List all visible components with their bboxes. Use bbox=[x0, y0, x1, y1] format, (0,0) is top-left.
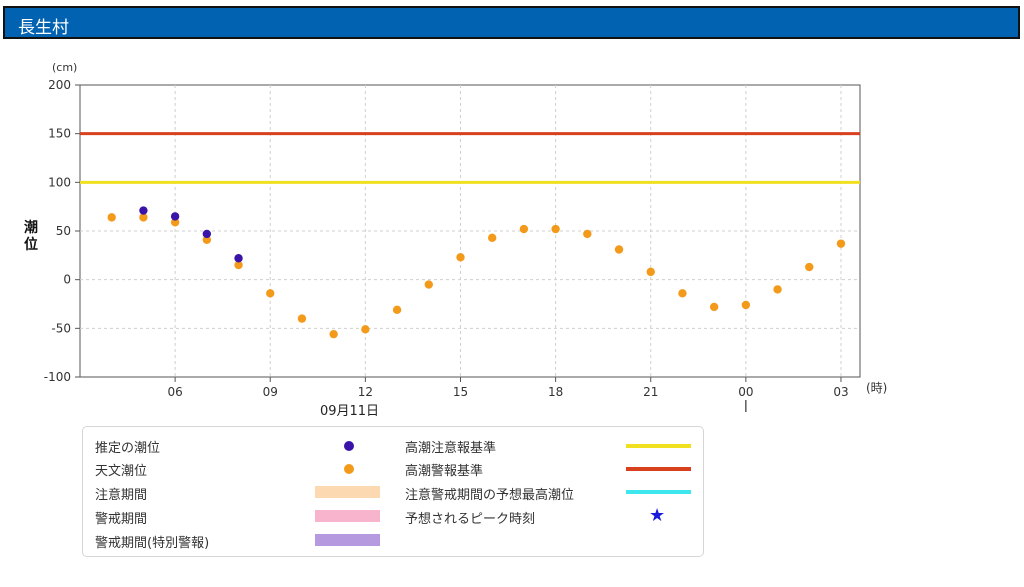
y-tick-label: 0 bbox=[63, 273, 71, 287]
astronomical-tide-point bbox=[709, 302, 719, 312]
legend-swatch-caution-period bbox=[315, 486, 380, 498]
y-tick-label: -50 bbox=[51, 321, 71, 335]
star-icon: ★ bbox=[649, 505, 666, 526]
legend-line-warning-standard bbox=[626, 467, 691, 471]
y-tick-label: 200 bbox=[48, 78, 71, 92]
astronomical-tide-point bbox=[139, 213, 148, 222]
astronomical-tide-point bbox=[487, 233, 497, 243]
legend-label-warning-period: 警戒期間 bbox=[95, 512, 148, 527]
y-tick-label: 100 bbox=[48, 175, 71, 189]
legend-marker-estimated bbox=[344, 441, 354, 451]
x-tick-label: 15 bbox=[453, 385, 468, 399]
legend-label-warning-standard: 高潮警報基準 bbox=[405, 464, 484, 479]
legend-swatch-special-warning-period bbox=[315, 534, 380, 546]
astronomical-tide-point bbox=[266, 289, 275, 298]
legend-label-advisory-standard: 高潮注意報基準 bbox=[405, 441, 497, 456]
astronomical-tide-point bbox=[107, 213, 116, 222]
astronomical-tide-point bbox=[202, 235, 212, 244]
astronomical-tide-point bbox=[297, 314, 307, 323]
astronomical-tide-point bbox=[836, 239, 846, 248]
legend-line-advisory-standard bbox=[626, 444, 691, 448]
astronomical-tide-point bbox=[551, 224, 560, 234]
astronomical-tide-point bbox=[361, 325, 370, 334]
y-axis-label: 位 bbox=[24, 236, 38, 253]
legend-label-peak-time: 予想されるピーク時刻 bbox=[405, 512, 536, 527]
y-axis-label: 潮 bbox=[24, 219, 38, 236]
astronomical-tide-point bbox=[646, 267, 655, 277]
astronomical-tide-point bbox=[170, 218, 180, 227]
x-tick-label: 09 bbox=[263, 385, 278, 399]
page-title: 長生村 bbox=[18, 18, 69, 38]
y-tick-label: 150 bbox=[48, 127, 71, 141]
astronomical-tide-point bbox=[614, 245, 624, 254]
tide-chart: 200 150 100 50 0 -50 -100 06 09 12 15 18 21 00 03 (cm) (… bbox=[24, 61, 887, 419]
astronomical-tide-point bbox=[519, 224, 529, 234]
y-unit-label: (cm) bbox=[52, 61, 77, 74]
astronomical-tide-point bbox=[773, 285, 782, 294]
astronomical-tide-point bbox=[741, 300, 751, 310]
x-tick-label: 18 bbox=[548, 385, 563, 399]
astronomical-tide-point bbox=[583, 229, 592, 239]
astronomical-tide-point bbox=[456, 253, 465, 262]
estimated-tide-point bbox=[170, 212, 180, 221]
astronomical-tide-point bbox=[329, 329, 338, 339]
legend-label-forecast-max: 注意警戒期間の予想最高潮位 bbox=[405, 488, 575, 503]
astronomical-tide-point bbox=[805, 262, 814, 272]
astronomical-tide-point bbox=[234, 260, 243, 270]
astronomical-tide-point bbox=[392, 305, 402, 315]
legend-marker-astronomical bbox=[344, 464, 354, 474]
chart-legend: 推定の潮位 天文潮位 注意期間 警戒期間 警戒期間(特別警報) 高潮注意報基準 … bbox=[82, 426, 704, 557]
title-bar: 長生村 bbox=[3, 6, 1020, 39]
x-tick-label: 00 bbox=[738, 385, 753, 399]
legend-label-special-warning-period: 警戒期間(特別警報) bbox=[95, 536, 210, 551]
y-tick-label: 50 bbox=[56, 224, 71, 238]
x-tick-label: 03 bbox=[833, 385, 848, 399]
estimated-tide-point bbox=[234, 254, 243, 263]
x-unit-label: (時) bbox=[866, 381, 887, 395]
x-tick-label: 06 bbox=[167, 385, 182, 399]
legend-swatch-warning-period bbox=[315, 510, 380, 522]
estimated-tide-point bbox=[139, 206, 148, 215]
x-tick-label: 21 bbox=[643, 385, 658, 399]
legend-line-forecast-max bbox=[626, 490, 691, 494]
date-label: 09月11日 bbox=[320, 404, 379, 419]
estimated-tide-point bbox=[202, 229, 212, 239]
legend-label-estimated: 推定の潮位 bbox=[95, 441, 161, 456]
astronomical-tide-point bbox=[424, 280, 433, 289]
y-tick-label: -100 bbox=[44, 370, 71, 384]
x-tick-label: 12 bbox=[358, 385, 373, 399]
legend-label-astronomical: 天文潮位 bbox=[95, 464, 148, 479]
legend-label-caution-period: 注意期間 bbox=[95, 488, 148, 503]
astronomical-tide-point bbox=[678, 289, 687, 298]
